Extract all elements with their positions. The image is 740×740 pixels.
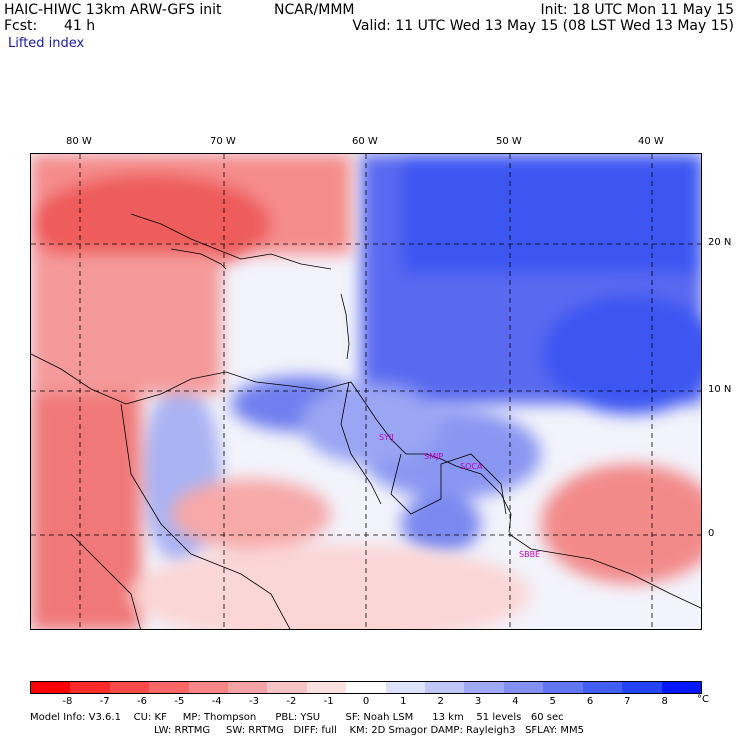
colorbar-label: 5 [549,696,556,707]
lon-label: 60 W [352,136,378,147]
coastlines [31,213,701,629]
lifted-index-map: SYIJ SMJP SOCA SBBE [30,153,702,630]
lon-label: 40 W [638,136,664,147]
valid-time: Valid: 11 UTC Wed 13 May 15 (08 LST Wed … [352,18,734,34]
colorbar-label: 1 [400,696,407,707]
colorbar-swatch [582,682,623,693]
site-label: SMJP [424,452,444,461]
colorbar-swatch [228,682,268,693]
colorbar-swatch [622,682,662,693]
colorbar-unit: °C [697,694,709,705]
colorbar-swatch [661,682,701,693]
colorbar-label: 7 [624,696,631,707]
model-info-line2: LW: RRTMG SW: RRTMG DIFF: full KM: 2D Sm… [154,725,584,736]
colorbar-label: -4 [211,696,222,707]
positive-field [141,154,701,564]
colorbar-label: -6 [137,696,147,707]
colorbar-label: -3 [249,696,259,707]
colorbar-swatch [267,682,307,693]
model-title: HAIC-HIWC 13km ARW-GFS init [4,2,222,18]
colorbar-swatch [188,682,229,693]
colorbar-label: 4 [512,696,519,707]
colorbar-swatch [503,682,544,693]
colorbar-swatch [109,682,150,693]
lat-label: 10 N [708,384,732,395]
colorbar-swatch [306,682,347,693]
site-label: SYIJ [379,433,394,442]
init-time: Init: 18 UTC Mon 11 May 15 [540,2,734,18]
colorbar-swatch [31,682,71,693]
site-label: SOCA [460,462,483,471]
lat-label: 0 [708,528,715,539]
graticule [31,154,701,629]
model-info-line1: Model Info: V3.6.1 CU: KF MP: Thompson P… [30,712,564,723]
map-canvas [31,154,701,629]
colorbar-label: 2 [437,696,444,707]
forecast-hours: 41 h [64,18,96,34]
colorbar-label: -5 [174,696,185,707]
colorbar-label: -2 [286,696,297,707]
colorbar-label: 6 [586,696,594,707]
colorbar-label: 8 [661,696,668,707]
colorbar-swatch [543,682,583,693]
colorbar-swatch [149,682,189,693]
colorbar [30,681,702,694]
colorbar-label: -8 [62,696,73,707]
field-name: Lifted index [8,36,85,51]
colorbar-label: 3 [474,696,482,707]
lon-label: 70 W [210,136,236,147]
lon-label: 50 W [496,136,522,147]
lat-label: 20 N [708,237,732,248]
colorbar-swatch [346,682,386,693]
organization-label: NCAR/MMM [274,2,355,18]
colorbar-label: -7 [99,696,110,707]
colorbar-label: 0 [362,696,370,707]
colorbar-swatch [385,682,426,693]
forecast-label: Fcst: [4,18,38,34]
negative-field [31,154,701,629]
colorbar-swatch [70,682,110,693]
colorbar-swatch [464,682,504,693]
colorbar-label: -1 [323,696,334,707]
site-label: SBBE [519,550,541,559]
lon-label: 80 W [66,136,92,147]
colorbar-swatch [425,682,465,693]
